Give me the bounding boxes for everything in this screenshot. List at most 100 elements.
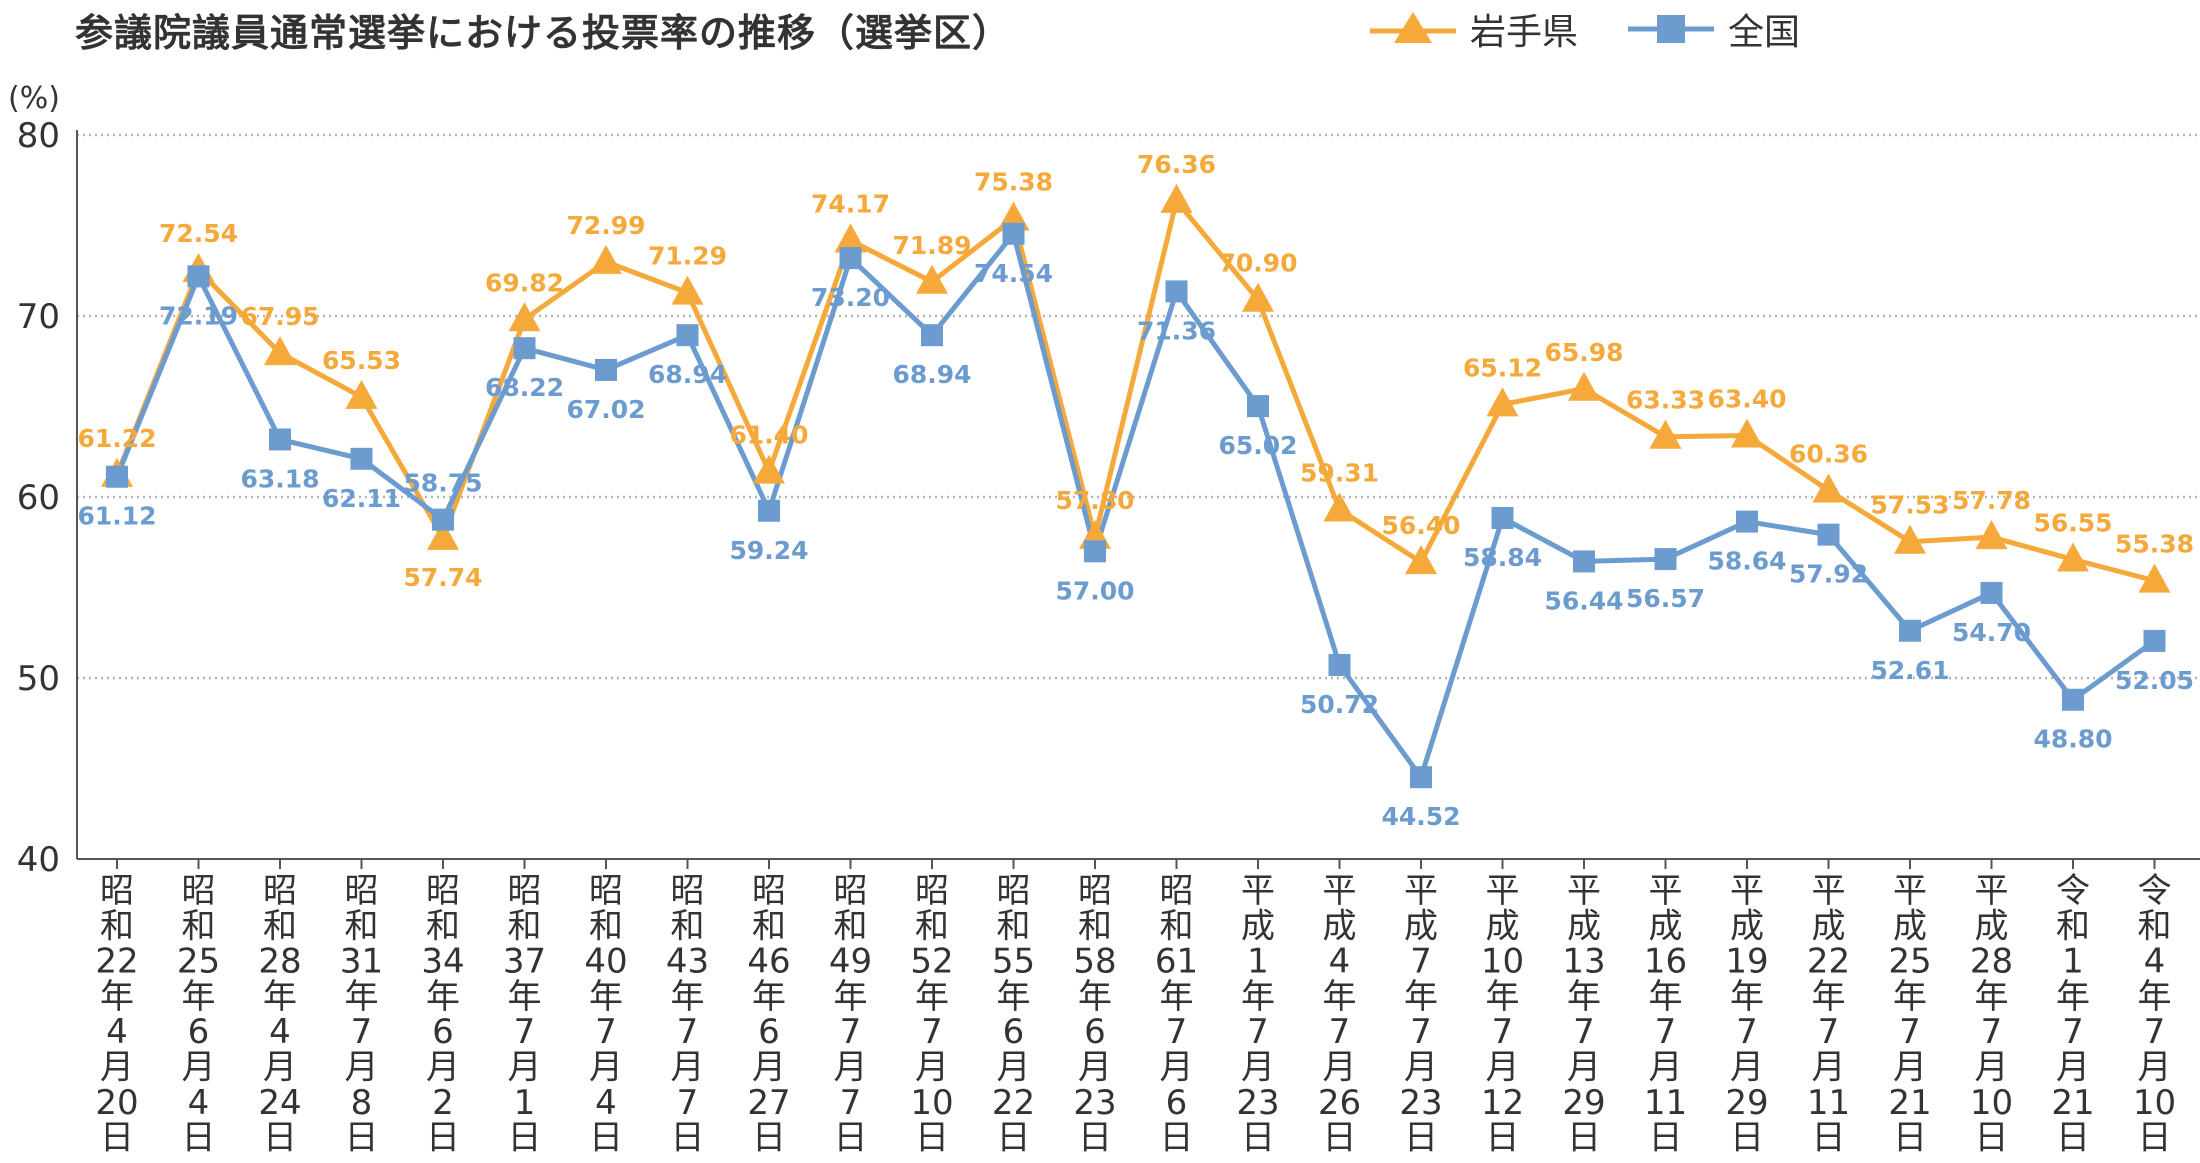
data-label: 63.33 [1626, 386, 1705, 415]
data-point-triangle [1486, 387, 1519, 417]
data-point-square [1817, 523, 1840, 546]
data-point-square [1736, 510, 1758, 533]
data-point-triangle [508, 302, 541, 332]
data-label: 57.74 [403, 563, 482, 592]
data-point-square [1654, 548, 1677, 571]
y-axis-unit: (%) [8, 81, 60, 116]
data-label: 63.40 [1707, 384, 1786, 413]
x-tick-label: 平成 13 年 7 月 29 日 [1562, 871, 1605, 1158]
data-label: 50.72 [1300, 690, 1379, 719]
data-label: 58.75 [403, 469, 482, 498]
legend: 岩手県 全国 [1370, 3, 1800, 55]
data-label: 52.05 [2115, 666, 2194, 695]
x-tick-label: 昭和 28 年 4 月 24 日 [258, 871, 301, 1158]
data-label: 72.99 [566, 211, 645, 240]
data-label: 52.61 [1870, 656, 1949, 685]
data-label: 72.54 [159, 219, 238, 248]
data-label: 54.70 [1952, 618, 2031, 647]
y-tick-label: 80 [17, 116, 60, 156]
data-label: 48.80 [2033, 725, 2112, 754]
data-label: 65.02 [1218, 431, 1297, 460]
legend-label-iwate: 岩手県 [1470, 12, 1579, 53]
data-label: 65.12 [1463, 353, 1542, 382]
data-label: 57.53 [1870, 491, 1949, 520]
data-point-triangle [1323, 492, 1356, 522]
x-tick-label: 平成 25 年 7 月 21 日 [1888, 871, 1931, 1158]
x-tick-label: 昭和 61 年 7 月 6 日 [1155, 871, 1198, 1158]
legend-item-iwate: 岩手県 [1370, 3, 1578, 55]
y-tick-label: 50 [17, 659, 60, 699]
data-point-triangle [2057, 542, 2089, 572]
x-tick-label: 昭和 37 年 7 月 1 日 [503, 871, 546, 1158]
y-tick-label: 70 [17, 297, 60, 337]
data-point-triangle [753, 454, 785, 484]
data-label: 57.80 [1055, 486, 1134, 515]
data-point-square [1084, 540, 1106, 563]
x-tick-label: 昭和 40 年 7 月 4 日 [584, 871, 627, 1158]
data-label: 56.40 [1381, 511, 1460, 540]
data-point-triangle [916, 264, 948, 294]
data-label: 44.52 [1381, 802, 1460, 831]
x-tick-label: 令和 1 年 7 月 21 日 [2051, 871, 2094, 1158]
data-point-triangle [671, 275, 704, 305]
x-tick-label: 平成 16 年 7 月 11 日 [1644, 871, 1687, 1158]
data-label: 71.89 [892, 231, 971, 260]
data-label: 56.44 [1544, 586, 1623, 615]
x-tick-label: 平成 28 年 7 月 10 日 [1970, 871, 2013, 1158]
data-point-triangle [1568, 371, 1600, 401]
series-line-0 [114, 198, 2156, 584]
data-label: 72.19 [159, 301, 238, 330]
data-label: 65.53 [322, 346, 401, 375]
x-tick-label: 昭和 46 年 6 月 27 日 [747, 871, 790, 1158]
data-label: 62.11 [322, 484, 401, 513]
data-label: 58.64 [1707, 547, 1786, 576]
data-point-triangle [2138, 563, 2171, 593]
data-label: 63.18 [240, 464, 319, 493]
data-label: 70.90 [1218, 249, 1297, 278]
x-tick-label: 平成 22 年 7 月 11 日 [1807, 871, 1850, 1158]
data-point-square [676, 324, 699, 347]
data-point-triangle [1242, 282, 1274, 312]
data-point-square [758, 499, 780, 522]
data-label: 74.54 [974, 259, 1053, 288]
series-line-1 [114, 231, 2156, 780]
x-tick-label: 平成 10 年 7 月 12 日 [1481, 871, 1524, 1158]
data-label: 71.36 [1137, 316, 1216, 345]
data-point-square [350, 447, 373, 470]
legend-label-national: 全国 [1728, 12, 1801, 53]
data-point-triangle [264, 336, 296, 366]
data-label: 59.24 [729, 536, 808, 565]
legend-item-national: 全国 [1628, 3, 1800, 55]
x-tick-label: 令和 4 年 7 月 10 日 [2133, 871, 2176, 1158]
y-tick-label: 40 [17, 840, 60, 880]
data-point-triangle [427, 520, 459, 550]
data-point-triangle [590, 244, 622, 274]
data-point-triangle [1731, 418, 1763, 448]
data-point-square [1410, 766, 1432, 789]
x-tick-label: 平成 7 年 7 月 23 日 [1399, 871, 1442, 1158]
data-point-triangle [1405, 545, 1437, 575]
data-point-square [921, 324, 943, 347]
y-tick-label: 60 [17, 478, 60, 518]
x-tick-label: 昭和 55 年 6 月 22 日 [992, 871, 1035, 1158]
data-label: 68.94 [892, 360, 971, 389]
x-tick-label: 昭和 58 年 6 月 23 日 [1073, 871, 1116, 1158]
x-tick-label: 昭和 31 年 7 月 8 日 [340, 871, 383, 1158]
data-label: 60.36 [1789, 439, 1868, 468]
data-point-triangle [1160, 183, 1193, 213]
x-tick-label: 昭和 34 年 6 月 2 日 [421, 871, 464, 1158]
data-point-triangle [1649, 419, 1682, 449]
data-label: 67.02 [566, 395, 645, 424]
data-point-square [2062, 688, 2084, 711]
data-point-triangle [834, 223, 867, 253]
data-label: 73.20 [811, 283, 890, 312]
x-tick-label: 平成 4 年 7 月 26 日 [1318, 871, 1361, 1158]
data-label: 61.22 [77, 424, 156, 453]
x-tick-label: 平成 19 年 7 月 29 日 [1725, 871, 1768, 1158]
data-label: 56.57 [1626, 584, 1705, 613]
data-point-square [1573, 550, 1595, 573]
data-label: 65.98 [1544, 338, 1623, 367]
data-label: 75.38 [974, 168, 1053, 197]
data-label: 55.38 [2115, 530, 2194, 559]
data-point-triangle [345, 379, 378, 409]
